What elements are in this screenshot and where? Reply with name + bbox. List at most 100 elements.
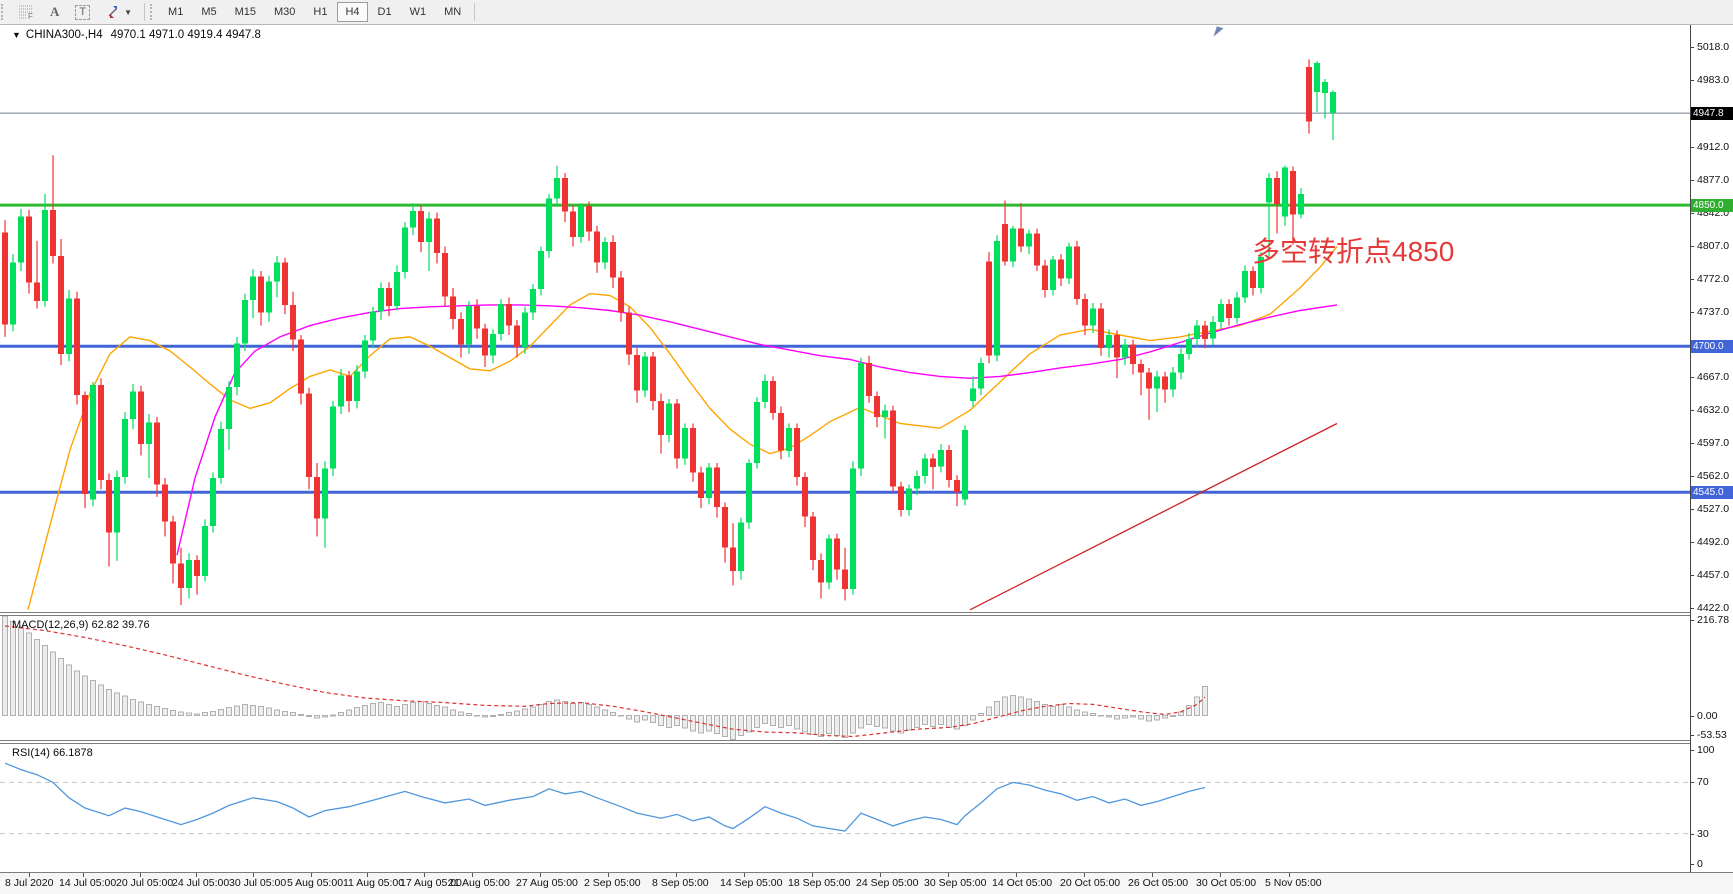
macd-pane[interactable] bbox=[0, 616, 1690, 740]
time-tick-label: 14 Jul 05:00 bbox=[59, 877, 117, 889]
macd-histogram-bar bbox=[962, 714, 968, 727]
price-chart-svg[interactable] bbox=[0, 25, 1690, 612]
macd-histogram-bar bbox=[778, 714, 784, 728]
candle bbox=[505, 303, 513, 326]
timeframe-d1[interactable]: D1 bbox=[377, 6, 392, 18]
price-chart-pane[interactable] bbox=[0, 25, 1690, 612]
timeframe-h1[interactable]: H1 bbox=[313, 6, 328, 18]
macd-histogram-bar bbox=[690, 714, 696, 732]
timeframe-m5[interactable]: M5 bbox=[201, 6, 217, 18]
candle bbox=[449, 296, 457, 319]
macd-histogram-bar bbox=[634, 714, 640, 723]
macd-histogram-bar bbox=[626, 714, 632, 720]
candle bbox=[1329, 92, 1337, 113]
candle bbox=[89, 384, 97, 500]
macd-histogram-bar bbox=[394, 705, 400, 717]
candle bbox=[977, 363, 985, 389]
timeframe-m15[interactable]: M15 bbox=[234, 6, 257, 18]
macd-histogram-bar bbox=[322, 714, 328, 718]
timeframe-mn[interactable]: MN bbox=[444, 6, 462, 18]
price-axis[interactable]: 5018.0 4983.0 4912.0 4877.0 4842.0 4807.0 4772… bbox=[1690, 25, 1733, 872]
macd-svg[interactable] bbox=[0, 616, 1690, 740]
cursor-mode-button[interactable]: ▼ bbox=[99, 2, 139, 22]
candle bbox=[169, 521, 177, 564]
candle bbox=[513, 325, 521, 348]
symbol-dropdown-icon[interactable]: ▼ bbox=[12, 30, 21, 40]
rsi-svg[interactable] bbox=[0, 744, 1690, 872]
candle bbox=[785, 428, 793, 451]
macd-histogram-bar bbox=[178, 711, 184, 717]
timeframe-m1[interactable]: M1 bbox=[168, 6, 184, 18]
macd-histogram-bar bbox=[1170, 714, 1176, 717]
macd-histogram-bar bbox=[554, 699, 560, 716]
price-tick-label-tick bbox=[1690, 212, 1694, 214]
macd-histogram-bar bbox=[106, 688, 112, 716]
candle bbox=[369, 311, 377, 341]
macd-histogram-bar bbox=[498, 714, 504, 716]
rsi-tick-label-tick bbox=[1690, 750, 1694, 751]
macd-histogram-bar bbox=[714, 714, 720, 735]
candle bbox=[673, 403, 681, 459]
candle bbox=[1273, 177, 1281, 205]
candle bbox=[913, 476, 921, 489]
timeframe-w1[interactable]: W1 bbox=[409, 6, 427, 18]
macd-histogram-bar bbox=[434, 704, 440, 717]
macd-histogram-bar bbox=[1154, 714, 1160, 721]
candle bbox=[81, 395, 89, 494]
candle bbox=[409, 210, 417, 228]
time-tick-label: 8 Jul 2020 bbox=[5, 877, 54, 889]
time-tick bbox=[311, 873, 312, 877]
price-badge-4947.8: 4947.8 bbox=[1690, 106, 1733, 120]
text-annotation-button[interactable]: A bbox=[43, 2, 66, 22]
toolbar-grip-2[interactable] bbox=[150, 4, 156, 20]
timeframe-h4[interactable]: H4 bbox=[337, 2, 368, 22]
macd-histogram-bar bbox=[722, 714, 728, 738]
rsi-pane[interactable] bbox=[0, 744, 1690, 872]
macd-histogram-bar bbox=[154, 706, 160, 716]
candle bbox=[457, 319, 465, 345]
macd-histogram-bar bbox=[1090, 713, 1096, 716]
macd-histogram-bar bbox=[562, 701, 568, 716]
macd-histogram-bar bbox=[298, 714, 304, 716]
macd-histogram-bar bbox=[946, 714, 952, 728]
price-tick-label: 4983.0 bbox=[1697, 73, 1730, 86]
time-tick bbox=[140, 873, 141, 877]
macd-histogram-bar bbox=[338, 712, 344, 716]
pane-splitter-rsi[interactable] bbox=[0, 740, 1733, 744]
quote-line[interactable]: ▼ CHINA300-,H4 4970.1 4971.0 4919.4 4947.8 bbox=[12, 29, 261, 41]
macd-histogram-bar bbox=[874, 714, 880, 727]
macd-histogram-bar bbox=[802, 714, 808, 733]
candle bbox=[1233, 297, 1241, 319]
rsi-label: RSI(14) 66.1878 bbox=[12, 747, 93, 759]
candle bbox=[297, 339, 305, 394]
candle bbox=[337, 375, 345, 407]
candle bbox=[1113, 335, 1121, 358]
macd-histogram-bar bbox=[138, 701, 144, 716]
candle bbox=[1321, 81, 1329, 94]
trendline[interactable] bbox=[969, 422, 1338, 611]
candle bbox=[481, 328, 489, 356]
candle bbox=[1057, 259, 1065, 279]
macd-histogram-bar bbox=[1058, 703, 1064, 716]
macd-histogram-bar bbox=[506, 712, 512, 716]
macd-histogram-bar bbox=[850, 714, 856, 734]
pane-splitter-macd[interactable] bbox=[0, 612, 1733, 616]
price-tick-label: 4667.0 bbox=[1697, 371, 1730, 384]
time-tick-label: 30 Jul 05:00 bbox=[229, 877, 287, 889]
time-tick-label: 11 Aug 05:00 bbox=[343, 877, 405, 889]
price-tick-label: 5018.0 bbox=[1697, 41, 1730, 53]
macd-histogram-bar bbox=[162, 708, 168, 716]
timeframe-m30[interactable]: M30 bbox=[274, 6, 296, 18]
candle bbox=[313, 477, 321, 519]
macd-histogram-bar bbox=[818, 714, 824, 738]
chart-template-button[interactable]: F bbox=[11, 2, 41, 22]
candle bbox=[1225, 303, 1233, 318]
candle bbox=[985, 261, 993, 356]
toolbar-grip[interactable] bbox=[1, 4, 7, 20]
macd-histogram-bar bbox=[1082, 711, 1088, 717]
timeframe-group: M1 M5 M15 M30 H1 H4 D1 W1 MN bbox=[159, 2, 470, 22]
candle bbox=[1081, 299, 1089, 326]
text-label-button[interactable]: T bbox=[68, 2, 97, 22]
time-axis[interactable]: 8 Jul 2020 14 Jul 05:00 20 Jul 05:00 24 Jul… bbox=[0, 872, 1733, 894]
macd-histogram-bar bbox=[314, 714, 320, 719]
